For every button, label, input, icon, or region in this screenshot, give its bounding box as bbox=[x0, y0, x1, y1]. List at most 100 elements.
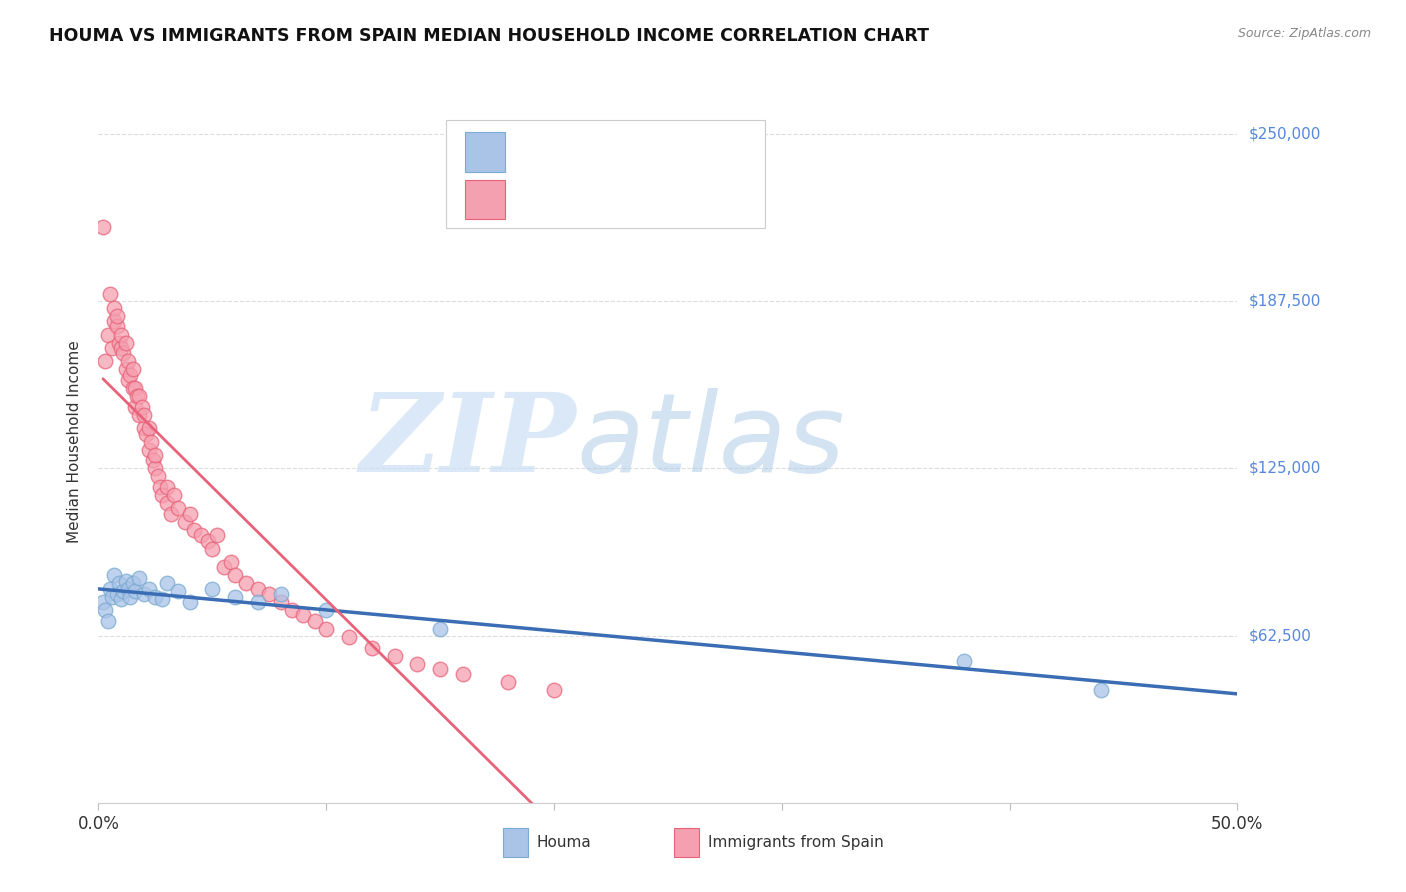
Point bbox=[315, 603, 337, 617]
Point bbox=[167, 584, 190, 599]
Point bbox=[337, 630, 360, 644]
Point bbox=[112, 584, 135, 599]
Point bbox=[246, 595, 269, 609]
Text: $62,500: $62,500 bbox=[1249, 628, 1312, 643]
Point bbox=[120, 590, 142, 604]
Point bbox=[360, 640, 382, 655]
Point bbox=[197, 533, 219, 548]
Point bbox=[121, 362, 143, 376]
Text: R =: R = bbox=[522, 192, 555, 207]
Point bbox=[150, 488, 173, 502]
Point bbox=[179, 507, 201, 521]
Point bbox=[132, 408, 155, 422]
Point bbox=[117, 373, 139, 387]
Point bbox=[96, 327, 118, 342]
Point bbox=[110, 592, 132, 607]
Point bbox=[114, 574, 136, 588]
Point bbox=[105, 587, 128, 601]
Point bbox=[138, 421, 160, 435]
Point bbox=[1090, 683, 1112, 698]
Point bbox=[156, 496, 179, 510]
Point bbox=[212, 560, 235, 574]
Point bbox=[91, 220, 114, 235]
Text: Source: ZipAtlas.com: Source: ZipAtlas.com bbox=[1237, 27, 1371, 40]
Point bbox=[127, 389, 149, 403]
Point bbox=[110, 327, 132, 342]
Point bbox=[953, 654, 976, 668]
Point bbox=[117, 582, 139, 596]
Text: Immigrants from Spain: Immigrants from Spain bbox=[707, 835, 883, 850]
Point bbox=[145, 461, 167, 475]
Point bbox=[117, 354, 139, 368]
Point bbox=[138, 582, 160, 596]
Bar bbox=[673, 828, 699, 857]
Point bbox=[142, 453, 165, 467]
Point bbox=[94, 354, 117, 368]
Point bbox=[98, 582, 121, 596]
Point bbox=[270, 595, 292, 609]
Point bbox=[156, 480, 179, 494]
Point bbox=[235, 576, 257, 591]
Point bbox=[110, 341, 132, 355]
Point bbox=[190, 528, 212, 542]
Point bbox=[121, 381, 143, 395]
Point bbox=[429, 622, 451, 636]
Point bbox=[101, 590, 124, 604]
Point bbox=[91, 595, 114, 609]
Point bbox=[135, 426, 157, 441]
Point bbox=[150, 592, 173, 607]
Point bbox=[270, 587, 292, 601]
Text: $250,000: $250,000 bbox=[1249, 127, 1320, 141]
Point bbox=[498, 675, 520, 690]
Text: -0.193: -0.193 bbox=[557, 192, 606, 207]
Text: 69: 69 bbox=[679, 192, 699, 207]
Point bbox=[149, 480, 172, 494]
Point bbox=[96, 614, 118, 628]
Point bbox=[145, 448, 167, 462]
FancyBboxPatch shape bbox=[446, 120, 765, 228]
Text: $187,500: $187,500 bbox=[1249, 293, 1320, 309]
Text: ZIP: ZIP bbox=[360, 388, 576, 495]
Point bbox=[105, 319, 128, 334]
Point bbox=[406, 657, 429, 671]
Point bbox=[451, 667, 474, 681]
Point bbox=[160, 507, 183, 521]
Text: 31: 31 bbox=[679, 145, 699, 160]
Text: HOUMA VS IMMIGRANTS FROM SPAIN MEDIAN HOUSEHOLD INCOME CORRELATION CHART: HOUMA VS IMMIGRANTS FROM SPAIN MEDIAN HO… bbox=[49, 27, 929, 45]
Y-axis label: Median Household Income: Median Household Income bbox=[67, 340, 83, 543]
Point bbox=[131, 400, 153, 414]
Point bbox=[429, 662, 451, 676]
Point bbox=[128, 408, 150, 422]
Point bbox=[259, 587, 281, 601]
Point bbox=[124, 400, 146, 414]
Point bbox=[145, 590, 167, 604]
Point bbox=[205, 528, 228, 542]
Point bbox=[98, 287, 121, 301]
Point bbox=[103, 314, 125, 328]
Point bbox=[94, 603, 117, 617]
Point bbox=[224, 590, 246, 604]
Point bbox=[132, 587, 155, 601]
Point bbox=[103, 301, 125, 315]
Point bbox=[246, 582, 269, 596]
Point bbox=[105, 309, 128, 323]
Point bbox=[128, 389, 150, 403]
Text: -0.699: -0.699 bbox=[557, 145, 606, 160]
Point bbox=[384, 648, 406, 663]
Point bbox=[124, 584, 146, 599]
Point bbox=[138, 442, 160, 457]
Text: $125,000: $125,000 bbox=[1249, 461, 1320, 475]
Text: N =: N = bbox=[630, 192, 673, 207]
Text: atlas: atlas bbox=[576, 388, 845, 495]
Point bbox=[101, 341, 124, 355]
Point bbox=[108, 576, 131, 591]
Text: Houma: Houma bbox=[537, 835, 592, 850]
Point bbox=[108, 335, 131, 350]
Point bbox=[543, 683, 565, 698]
Point bbox=[114, 362, 136, 376]
Point bbox=[128, 571, 150, 585]
Point bbox=[146, 469, 169, 483]
Bar bbox=[503, 828, 527, 857]
Text: R =: R = bbox=[522, 145, 555, 160]
Point bbox=[167, 501, 190, 516]
